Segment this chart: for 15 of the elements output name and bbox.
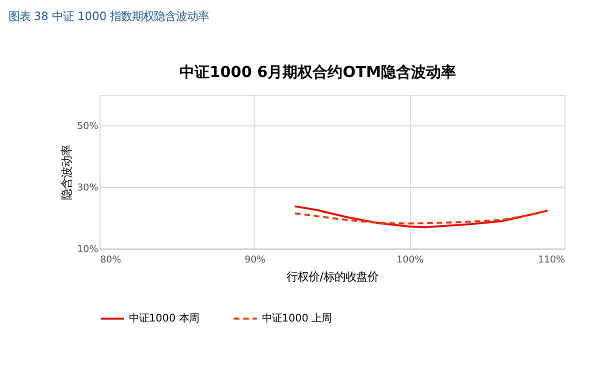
line-series <box>294 210 548 224</box>
y-tick-label: 30% <box>77 182 98 194</box>
line-series <box>294 205 548 228</box>
y-axis-title: 隐含波动率 <box>59 144 74 200</box>
x-axis-title: 行权价/标的收盘价 <box>286 269 379 284</box>
y-tick-label: 50% <box>77 121 98 132</box>
chart-title: 图表 38 中证 1000 指数期权隐含波动率 <box>8 9 210 23</box>
y-tick-label: 10% <box>77 244 98 255</box>
x-tick-label: 100% <box>396 254 424 266</box>
x-tick-label: 110% <box>538 254 566 266</box>
chart-subtitle: 中证1000 6月期权合约OTM隐含波动率 <box>180 62 456 81</box>
x-tick-label: 90% <box>244 254 266 266</box>
legend-label: 中证1000 上周 <box>262 312 332 325</box>
legend-label: 中证1000 本周 <box>129 312 199 325</box>
x-tick-label: 80% <box>100 254 122 266</box>
